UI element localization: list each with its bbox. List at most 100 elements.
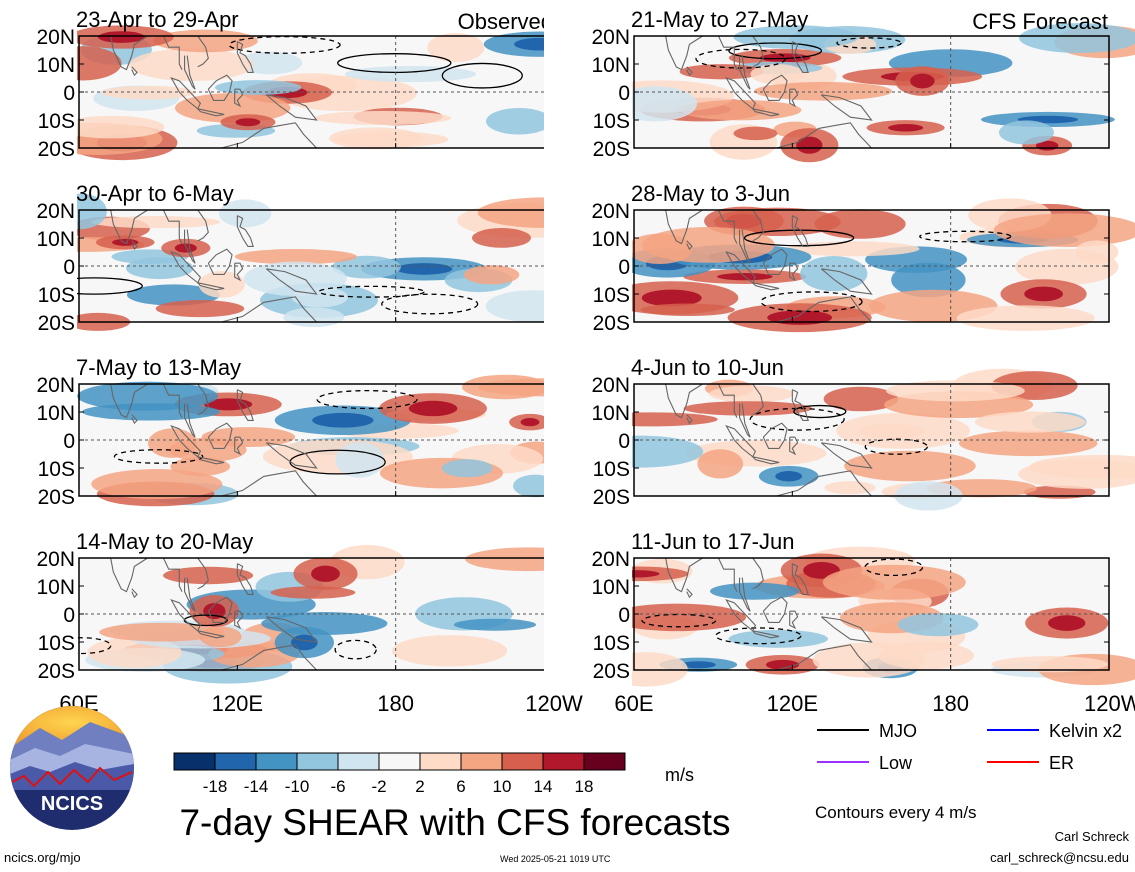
coastlines (665, 557, 873, 671)
coastline (221, 644, 317, 671)
shear-anomaly-core (290, 634, 318, 651)
colorbar-swatch (173, 752, 216, 771)
author-email[interactable]: carl_schreck@ncsu.edu (990, 850, 1129, 865)
colorbar-swatch (255, 752, 298, 771)
y-tick-label: 20N (591, 548, 630, 571)
shear-anomaly (697, 449, 744, 479)
coastlines (665, 35, 873, 149)
colorbar-swatch (419, 752, 462, 771)
coastline (197, 108, 225, 117)
shear-anomaly (218, 199, 272, 228)
coastline (752, 557, 764, 590)
shear-anomaly (91, 216, 221, 229)
mjo-contour (52, 637, 112, 655)
coastlines (110, 209, 318, 323)
coastline (184, 55, 196, 90)
coastlines (665, 383, 873, 497)
coastline (162, 35, 183, 70)
y-tick-label: 20S (593, 660, 630, 683)
y-tick-label: 10N (36, 402, 75, 425)
mjo-contour (337, 53, 452, 74)
shear-field (85, 544, 592, 684)
shear-anomaly (641, 227, 775, 263)
shear-anomaly (237, 51, 303, 75)
coastline (236, 389, 254, 421)
x-tick-label: 120W (525, 691, 583, 716)
shear-field (604, 198, 1135, 333)
legend-label: ER (1049, 753, 1074, 773)
colorbar-swatch (296, 752, 339, 771)
x-tick-label: 120E (767, 691, 818, 716)
shear-anomaly-core (520, 418, 540, 427)
legend-label: Kelvin x2 (1049, 721, 1122, 741)
svg-text:NCICS: NCICS (41, 793, 103, 815)
map-panel: 20N 10N 0 10S 20S 21-May to 27-May CFS Forecas… (544, 0, 1135, 168)
coastline (762, 248, 788, 275)
coastline (686, 588, 693, 599)
colorbar-label: -2 (371, 777, 386, 796)
panel-period-label: 14-May to 20-May (76, 529, 253, 554)
coastline (789, 88, 799, 108)
mjo-contour (381, 293, 479, 315)
coastline (717, 35, 738, 70)
coastline (197, 630, 225, 639)
coastline (110, 383, 148, 419)
timestamp: Wed 2025-05-21 1019 UTC (500, 854, 611, 864)
coastline (131, 588, 138, 599)
shear-anomaly-core (235, 118, 261, 127)
coastline (221, 470, 317, 497)
x-tick-label: 180 (932, 691, 969, 716)
coastline (752, 383, 764, 416)
coastline (739, 577, 751, 612)
y-tick-label: 20N (591, 374, 630, 397)
shear-anomaly (822, 564, 966, 600)
shear-anomaly (998, 120, 1054, 145)
coastline (221, 122, 317, 149)
colorbar-swatch (542, 752, 585, 771)
panel-period-label: 30-Apr to 6-May (76, 181, 234, 206)
mjo-contour (334, 639, 377, 660)
shear-anomaly (958, 430, 1098, 457)
coastline (739, 403, 751, 438)
coastline (207, 596, 233, 623)
x-tick-label: 180 (377, 691, 414, 716)
shear-anomaly-core (97, 31, 146, 43)
shear-anomaly (1019, 23, 1135, 53)
author-name: Carl Schreck (1054, 829, 1129, 844)
colorbar-label: 18 (575, 777, 594, 796)
shear-anomaly (800, 256, 868, 292)
shear-field (589, 23, 1135, 163)
shear-anomaly (427, 33, 485, 63)
coastline (266, 616, 318, 643)
coastline (184, 229, 196, 264)
coastline (184, 403, 196, 438)
shear-anomaly (125, 257, 194, 280)
y-tick-label: 20S (38, 138, 75, 161)
y-tick-label: 20N (36, 374, 75, 397)
colorbar-label: -18 (203, 777, 228, 796)
shear-anomaly-core (680, 661, 716, 669)
y-tick-label: 0 (63, 82, 75, 105)
shear-anomaly (329, 127, 422, 150)
shear-anomaly (897, 613, 979, 637)
coastline (752, 209, 764, 242)
y-tick-label: 10N (36, 576, 75, 599)
shear-anomaly (844, 450, 976, 482)
colorbar-label: 14 (534, 777, 553, 796)
coastline (266, 94, 318, 121)
map-panel: 20N 10N 0 10S 20S 23-Apr to 29-Apr Observed (0, 0, 595, 168)
colorbar-label: 6 (456, 777, 465, 796)
y-tick-label: 10S (593, 110, 630, 133)
shear-anomaly (332, 255, 401, 279)
site-link[interactable]: ncics.org/mjo (4, 850, 81, 865)
y-tick-label: 10S (38, 284, 75, 307)
y-tick-label: 20S (38, 660, 75, 683)
coastline (776, 296, 872, 323)
coastline (197, 282, 225, 291)
shear-anomaly (129, 48, 254, 82)
shear-anomaly (614, 86, 698, 122)
shear-anomaly-core (312, 412, 374, 428)
coastline (686, 66, 693, 77)
x-tick-label: 120W (1084, 691, 1135, 716)
coastline (717, 383, 738, 418)
